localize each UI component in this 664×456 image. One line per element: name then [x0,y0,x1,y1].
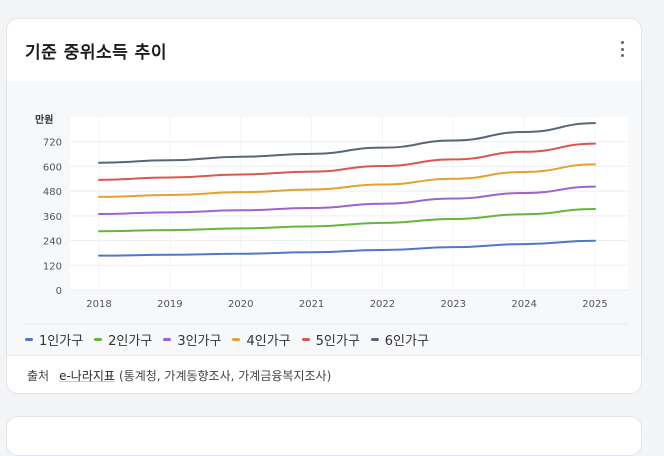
legend-label: 3인가구 [177,334,222,349]
x-tick-label: 2018 [86,299,111,310]
series-line-6인가구 [98,122,596,164]
legend-item[interactable]: 4인가구 [232,330,291,349]
legend-label: 5인가구 [315,334,360,349]
series-line-1인가구 [98,239,596,257]
legend-item[interactable]: 6인가구 [370,330,429,349]
y-tick-label: 120 [43,261,62,272]
legend-swatch [370,338,379,341]
legend-label: 4인가구 [246,334,291,349]
series-line-3인가구 [98,185,596,216]
legend-swatch [301,338,310,341]
plot-background [70,117,628,290]
x-tick-label: 2022 [370,299,395,310]
legend-swatch [232,338,241,341]
series-line-4인가구 [98,163,596,198]
x-tick-label: 2023 [441,299,466,310]
x-tick-label: 2025 [582,299,607,310]
legend-label: 6인가구 [384,334,429,349]
y-tick-label: 0 [56,286,62,297]
source-link[interactable]: e-나라지표 [59,369,115,383]
source-label: 출처 [27,369,50,383]
source-detail: (통계청, 가계동향조사, 가계금융복지조사) [118,369,332,383]
chart-area: 만원 0 120 240 360 480 600 720 2018 2019 2020 2021 202… [7,81,641,355]
y-tick-label: 240 [43,237,62,248]
y-axis-unit-label: 만원 [35,113,53,126]
legend-item[interactable]: 1인가구 [25,330,83,349]
legend-item[interactable]: 5인가구 [301,330,360,349]
legend-label: 2인가구 [108,334,153,349]
y-tick-label: 720 [43,138,62,149]
card-header: 기준 중위소득 추이 [7,19,641,79]
next-card [6,416,642,456]
x-tick-label: 2024 [511,299,536,310]
more-vertical-icon[interactable] [617,41,627,57]
line-chart: 만원 0 120 240 360 480 600 720 2018 2019 2020 2021 202… [23,113,628,325]
x-tick-label: 2019 [157,299,182,310]
x-tick-label: 2021 [299,299,324,310]
card-title: 기준 중위소득 추이 [25,43,167,63]
legend-label: 1인가구 [39,334,84,349]
y-tick-label: 360 [43,212,62,223]
source-line: 출처 e-나라지표 (통계청, 가계동향조사, 가계금융복지조사) [7,355,641,393]
legend-item[interactable]: 2인가구 [94,330,152,349]
legend-swatch [25,338,33,341]
chart-legend: 1인가구 2인가구 3인가구 4인가구 5인가구 6인가구 [25,330,440,349]
legend-swatch [163,338,172,341]
chart-card: 기준 중위소득 추이 만원 0 120 240 360 480 600 720 2018 2019… [6,18,642,394]
x-tick-label: 2020 [228,299,253,310]
series-line-5인가구 [98,142,596,181]
legend-item[interactable]: 3인가구 [163,330,221,349]
y-tick-label: 480 [43,187,62,198]
y-tick-label: 600 [43,162,62,173]
series-line-2인가구 [98,208,596,233]
legend-swatch [94,338,103,341]
